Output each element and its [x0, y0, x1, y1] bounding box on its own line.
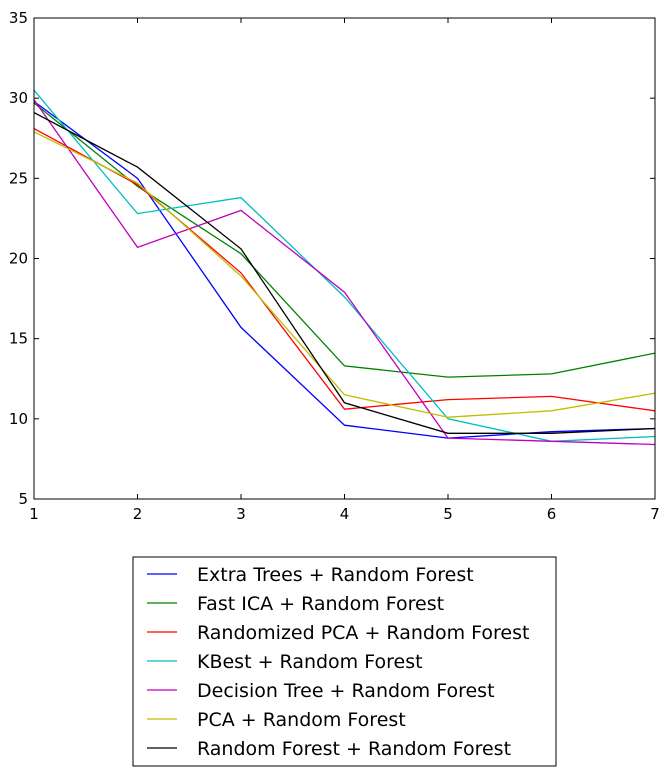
series-line-2 [33, 102, 656, 378]
series-layer [33, 89, 656, 446]
legend-label-6: PCA + Random Forest [197, 709, 406, 731]
legend-label-2: Fast ICA + Random Forest [197, 593, 444, 615]
y-tick-label: 20 [9, 250, 28, 268]
x-tick-label: 2 [133, 505, 143, 523]
series-line-6 [33, 131, 656, 418]
series-line-5 [33, 99, 656, 446]
legend-label-3: Randomized PCA + Random Forest [197, 622, 529, 644]
ticks-layer: 1 2 3 4 5 6 7 5 10 15 20 25 30 35 [9, 9, 660, 523]
x-tick-label: 5 [443, 505, 453, 523]
plot-frame [33, 17, 656, 500]
x-tick-label: 3 [236, 505, 246, 523]
legend-label-7: Random Forest + Random Forest [197, 738, 511, 760]
series-line-3 [33, 128, 656, 412]
y-tick-label: 30 [9, 89, 28, 107]
series-line-1 [33, 100, 656, 439]
y-tick-label: 10 [9, 410, 28, 428]
legend-label-1: Extra Trees + Random Forest [197, 564, 474, 586]
y-tick-label: 5 [18, 490, 28, 508]
x-tick-label: 6 [547, 505, 557, 523]
legend-items: Extra Trees + Random Forest Fast ICA + Ra… [147, 564, 529, 760]
y-tick-label: 15 [9, 330, 28, 348]
series-line-4 [33, 89, 656, 442]
legend-label-4: KBest + Random Forest [197, 651, 423, 673]
series-line-7 [33, 112, 656, 434]
legend-box [132, 556, 557, 767]
legend-label-5: Decision Tree + Random Forest [197, 680, 495, 702]
y-tick-label: 25 [9, 169, 28, 187]
y-tick-label: 35 [9, 9, 28, 27]
x-tick-label: 7 [650, 505, 660, 523]
legend: Extra Trees + Random Forest Fast ICA + Ra… [132, 556, 557, 767]
x-tick-label: 4 [340, 505, 350, 523]
x-tick-label: 1 [29, 505, 39, 523]
